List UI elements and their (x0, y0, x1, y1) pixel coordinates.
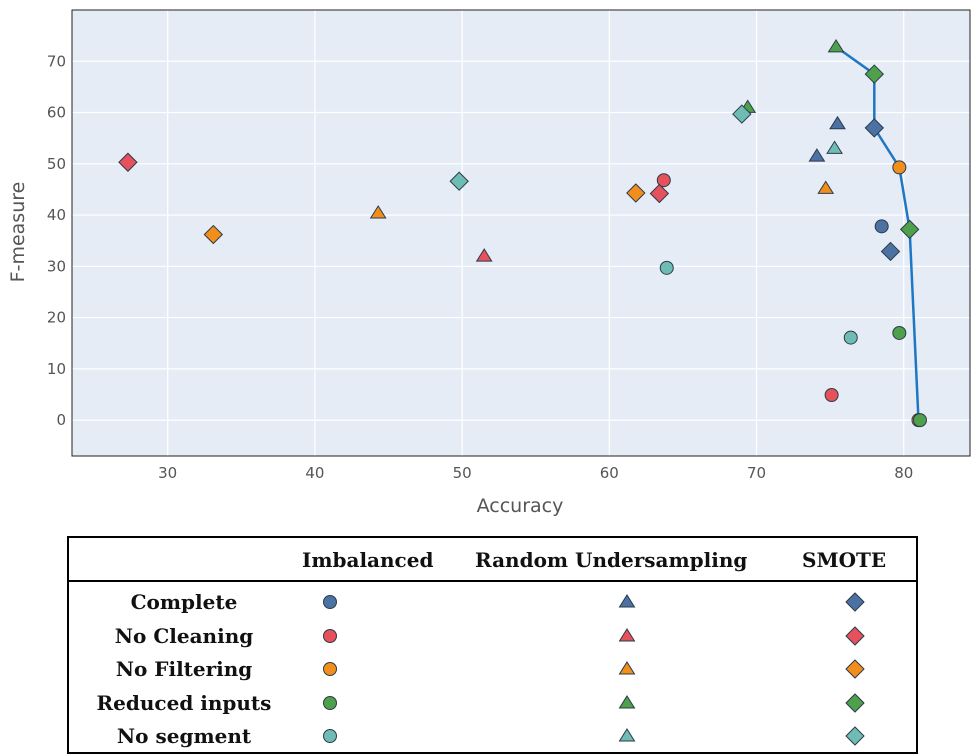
legend-symbol-no-filtering-random-undersampling (618, 661, 636, 675)
y-tick-label: 30 (47, 257, 66, 275)
legend-row-label: Complete (130, 590, 238, 614)
point-complete-smote (880, 241, 901, 262)
y-tick-label: 10 (47, 360, 66, 378)
grid (72, 10, 970, 456)
point-complete-random-undersampling (829, 115, 846, 130)
x-tick-label: 30 (158, 464, 177, 482)
legend-row-label: No Filtering (115, 657, 253, 681)
point-no-segment-imbalanced (843, 330, 858, 345)
legend-symbol-complete-imbalanced (323, 595, 337, 609)
legend-col-smote: SMOTE (802, 548, 887, 572)
legend-marker-diamond (845, 726, 865, 746)
point-no-cleaning-imbalanced (656, 173, 671, 188)
point-reduced-inputs-imbalanced (912, 413, 927, 428)
legend-marker-circle (323, 628, 337, 643)
legend-symbol-no-cleaning-random-undersampling (618, 627, 636, 641)
plot-border (71, 9, 971, 457)
legend-marker-triangle (618, 627, 636, 641)
legend-symbol-reduced-inputs-smote (845, 692, 865, 713)
legend-marker-diamond (845, 592, 865, 612)
y-tick-label: 60 (47, 104, 66, 122)
legend-marker-circle (323, 595, 337, 609)
legend-header-row: Imbalanced Random Undersampling SMOTE (69, 538, 916, 582)
point-no-segment-imbalanced (659, 260, 674, 275)
legend-symbol-reduced-inputs-imbalanced (323, 695, 337, 710)
point-reduced-inputs-imbalanced (892, 325, 907, 340)
plot-area (72, 10, 970, 456)
point-complete-random-undersampling (808, 148, 826, 162)
legend-symbol-no-cleaning-imbalanced (323, 628, 337, 643)
y-tick-label: 0 (56, 411, 66, 429)
legend-symbol-no-cleaning-smote (845, 625, 865, 646)
frontier-line (835, 45, 920, 421)
legend-marker-circle (323, 695, 337, 710)
point-no-filtering-smote (626, 183, 646, 203)
scatter-chart: 30 40 50 60 70 80 0 10 20 30 40 50 60 70 Accuracy F-m… (7, 9, 971, 517)
y-tick-label: 70 (47, 52, 66, 70)
point-reduced-inputs-smote (864, 64, 885, 84)
legend-marker-triangle (618, 661, 636, 675)
legend-symbol-complete-random-undersampling (618, 594, 636, 608)
x-tick-label: 60 (600, 464, 619, 482)
legend-row-no-segment: No segment (69, 720, 916, 752)
tick-labels: 30 40 50 60 70 80 0 10 20 30 40 50 60 70 (47, 52, 913, 482)
point-reduced-inputs-smote (899, 219, 920, 240)
point-complete-smote (864, 118, 885, 138)
legend-row-complete: Complete (69, 586, 916, 618)
legend-symbol-no-segment-random-undersampling (618, 728, 636, 742)
legend-symbol-no-segment-smote (845, 726, 865, 746)
legend-symbol-no-filtering-imbalanced (323, 662, 337, 676)
x-tick-label: 40 (305, 464, 324, 482)
x-tick-label: 70 (747, 464, 766, 482)
legend-symbol-no-segment-imbalanced (323, 729, 337, 743)
legend-symbol-complete-smote (845, 592, 865, 612)
y-tick-label: 40 (47, 206, 66, 224)
point-reduced-inputs-random-undersampling (827, 38, 845, 53)
point-no-segment-random-undersampling (826, 140, 843, 154)
x-axis-title: Accuracy (477, 495, 564, 517)
point-no-filtering-smote (203, 224, 224, 245)
y-tick-label: 20 (47, 309, 66, 327)
x-tick-label: 80 (894, 464, 913, 482)
point-no-cleaning-smote (118, 152, 138, 172)
legend-symbol-no-filtering-smote (845, 659, 865, 679)
legend-marker-triangle (618, 694, 636, 708)
legend-marker-circle (323, 729, 337, 743)
point-no-cleaning-smote (649, 183, 670, 204)
data-points (118, 38, 927, 428)
point-no-cleaning-imbalanced (824, 387, 839, 402)
point-no-filtering-random-undersampling (817, 180, 835, 194)
x-tick-label: 50 (453, 464, 472, 482)
legend-marker-diamond (845, 692, 865, 713)
legend-symbol-reduced-inputs-random-undersampling (618, 694, 636, 708)
legend-marker-diamond (845, 659, 865, 679)
legend-row-label: No Cleaning (114, 623, 254, 648)
point-no-cleaning-random-undersampling (475, 248, 493, 262)
legend-col-random-undersampling: Random Undersampling (475, 548, 748, 572)
legend-table: Imbalanced Random Undersampling SMOTE Co… (67, 536, 918, 754)
legend-row-label: No segment (116, 724, 252, 748)
legend-marker-triangle (618, 594, 636, 608)
point-no-filtering-random-undersampling (369, 205, 387, 219)
legend-row-no-filtering: No Filtering (69, 653, 916, 685)
legend-row-reduced-inputs: Reduced inputs (69, 687, 916, 719)
frontier-line-layer (835, 45, 920, 421)
point-complete-imbalanced (874, 219, 889, 234)
legend-row-no-cleaning: No Cleaning (69, 620, 916, 652)
legend-marker-circle (323, 662, 337, 676)
y-tick-label: 50 (47, 155, 66, 173)
point-no-segment-smote (732, 104, 752, 124)
point-no-segment-smote (449, 171, 469, 191)
legend-row-label: Reduced inputs (96, 690, 272, 715)
legend-marker-diamond (845, 625, 865, 646)
legend-col-imbalanced: Imbalanced (302, 548, 434, 572)
legend-marker-triangle (618, 728, 636, 742)
point-no-filtering-imbalanced (892, 160, 907, 175)
y-axis-title: F-measure (7, 182, 29, 283)
